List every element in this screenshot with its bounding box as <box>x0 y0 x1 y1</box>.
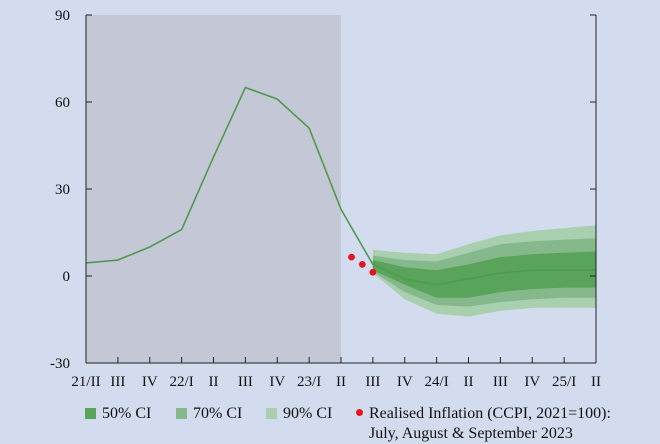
x-tick-label: 23/I <box>297 374 321 390</box>
legend-label-realised-line1: Realised Inflation (CCPI, 2021=100): <box>369 405 611 422</box>
realised-point <box>348 253 355 261</box>
x-tick-label: IV <box>397 374 413 390</box>
x-tick-label: IV <box>269 374 285 390</box>
x-tick-label: IV <box>524 374 540 390</box>
legend-label-ci50: 50% CI <box>102 405 152 422</box>
x-tick-label: II <box>209 374 219 390</box>
x-tick-label: III <box>493 374 508 390</box>
x-tick-label: II <box>591 374 601 390</box>
legend-item-ci90: 90% CI <box>266 404 332 424</box>
realised-point <box>369 268 377 276</box>
inflation-series-line <box>85 86 596 286</box>
history-shaded-region <box>86 15 341 363</box>
ci90-swatch-icon <box>266 408 277 419</box>
fan-bands <box>372 225 596 317</box>
x-tick-label: 25/I <box>552 374 576 390</box>
x-tick-label: IV <box>142 374 158 390</box>
legend-item-ci50: 50% CI <box>85 404 151 424</box>
x-tick-label: III <box>238 374 253 390</box>
x-tick-label: 24/I <box>425 374 449 390</box>
x-tick-label: III <box>110 374 125 390</box>
y-tick-label: 0 <box>63 269 71 285</box>
x-tick-label: 21/II <box>71 374 100 390</box>
legend: 50% CI 70% CI 90% CI Realised Inflation … <box>80 400 660 442</box>
legend-item-ci70: 70% CI <box>176 404 242 424</box>
y-tick-label: 30 <box>55 182 70 198</box>
legend-item-realised: Realised Inflation (CCPI, 2021=100): Jul… <box>356 404 656 444</box>
y-tick-label: 90 <box>55 8 70 24</box>
realised-dot-icon <box>356 409 363 416</box>
ci50-band <box>372 251 596 298</box>
y-tick-label: 60 <box>55 95 70 111</box>
ci50-swatch-icon <box>85 408 96 419</box>
x-tick-label: II <box>464 374 474 390</box>
legend-label-ci70: 70% CI <box>193 405 243 422</box>
legend-label-ci90: 90% CI <box>283 405 333 422</box>
x-tick-label: III <box>365 374 380 390</box>
realised-point <box>358 261 366 268</box>
ci70-swatch-icon <box>176 408 187 419</box>
x-tick-label: II <box>336 374 346 390</box>
realised-inflation-points <box>348 253 377 276</box>
x-tick-label: 22/I <box>170 374 194 390</box>
legend-label-realised-line2: July, August & September 2023 <box>369 425 573 442</box>
y-tick-label: -30 <box>50 356 70 372</box>
